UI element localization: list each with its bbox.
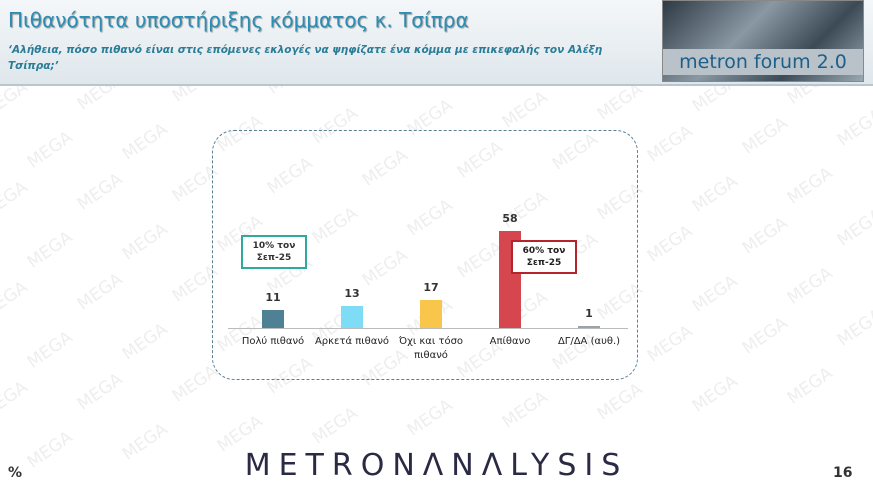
- watermark: MEGA: [738, 213, 792, 259]
- watermark: MEGA: [833, 105, 873, 151]
- category-label: Αρκετά πιθανό: [314, 336, 390, 347]
- unit: %: [8, 465, 23, 481]
- watermark: MEGA: [23, 327, 77, 373]
- chart-frame: [212, 130, 638, 380]
- bar: [420, 299, 442, 328]
- category-label: Πολύ πιθανό: [241, 336, 305, 347]
- bar: [341, 306, 363, 328]
- watermark: MEGA: [23, 227, 77, 273]
- watermark: MEGA: [118, 319, 172, 365]
- watermark: MEGA: [688, 271, 742, 317]
- watermark: MEGA: [0, 277, 32, 323]
- watermark: MEGA: [738, 113, 792, 159]
- watermark: MEGA: [498, 387, 552, 433]
- logo-text: metron forum 2.0: [663, 49, 863, 75]
- watermark: MEGA: [73, 169, 127, 215]
- value-label: 1: [585, 307, 593, 321]
- category-label: Όχι και τόσο πιθανό: [398, 336, 464, 361]
- watermark: MEGA: [783, 263, 837, 309]
- watermark: MEGA: [0, 177, 32, 223]
- watermark: MEGA: [118, 219, 172, 265]
- value-label: 17: [423, 280, 439, 294]
- watermark: MEGA: [643, 221, 697, 267]
- category-label: Απίθανο: [489, 336, 531, 347]
- watermark: MEGA: [73, 269, 127, 315]
- title: Πιθανότητα υποστήριξης κόμματος κ. Τσίπρ…: [8, 8, 469, 32]
- watermark: MEGA: [643, 321, 697, 367]
- watermark: MEGA: [593, 79, 647, 125]
- watermark: MEGA: [783, 163, 837, 209]
- logo: metron forum 2.0: [662, 0, 864, 82]
- value-label: 11: [265, 290, 281, 304]
- watermark: MEGA: [403, 395, 457, 441]
- watermark: MEGA: [23, 127, 77, 173]
- baseline: [228, 328, 628, 329]
- bar: [262, 309, 284, 328]
- bar: [578, 326, 600, 328]
- watermark: MEGA: [118, 119, 172, 165]
- category-label: ΔΓ/ΔΑ (αυθ.): [557, 336, 621, 347]
- watermark: MEGA: [688, 171, 742, 217]
- watermark: MEGA: [73, 369, 127, 415]
- brand: METRONΛNΛLYSIS: [244, 448, 629, 483]
- watermark: MEGA: [688, 371, 742, 417]
- watermark: MEGA: [643, 121, 697, 167]
- watermark: MEGA: [833, 205, 873, 251]
- page-number: 16: [833, 465, 853, 481]
- annotation: 10% τον Σεπ-25: [241, 235, 307, 269]
- watermark: MEGA: [833, 305, 873, 351]
- annotation: 60% τον Σεπ-25: [511, 240, 577, 274]
- watermark: MEGA: [0, 377, 32, 423]
- watermark: MEGA: [498, 87, 552, 133]
- watermark: MEGA: [308, 403, 362, 449]
- subtitle: ‘Αλήθεια, πόσο πιθανό είναι στις επόμενε…: [8, 44, 603, 72]
- watermark: MEGA: [783, 363, 837, 409]
- watermark: MEGA: [738, 313, 792, 359]
- value-label: 13: [344, 287, 360, 301]
- value-label: 58: [502, 212, 518, 226]
- watermark: MEGA: [593, 379, 647, 425]
